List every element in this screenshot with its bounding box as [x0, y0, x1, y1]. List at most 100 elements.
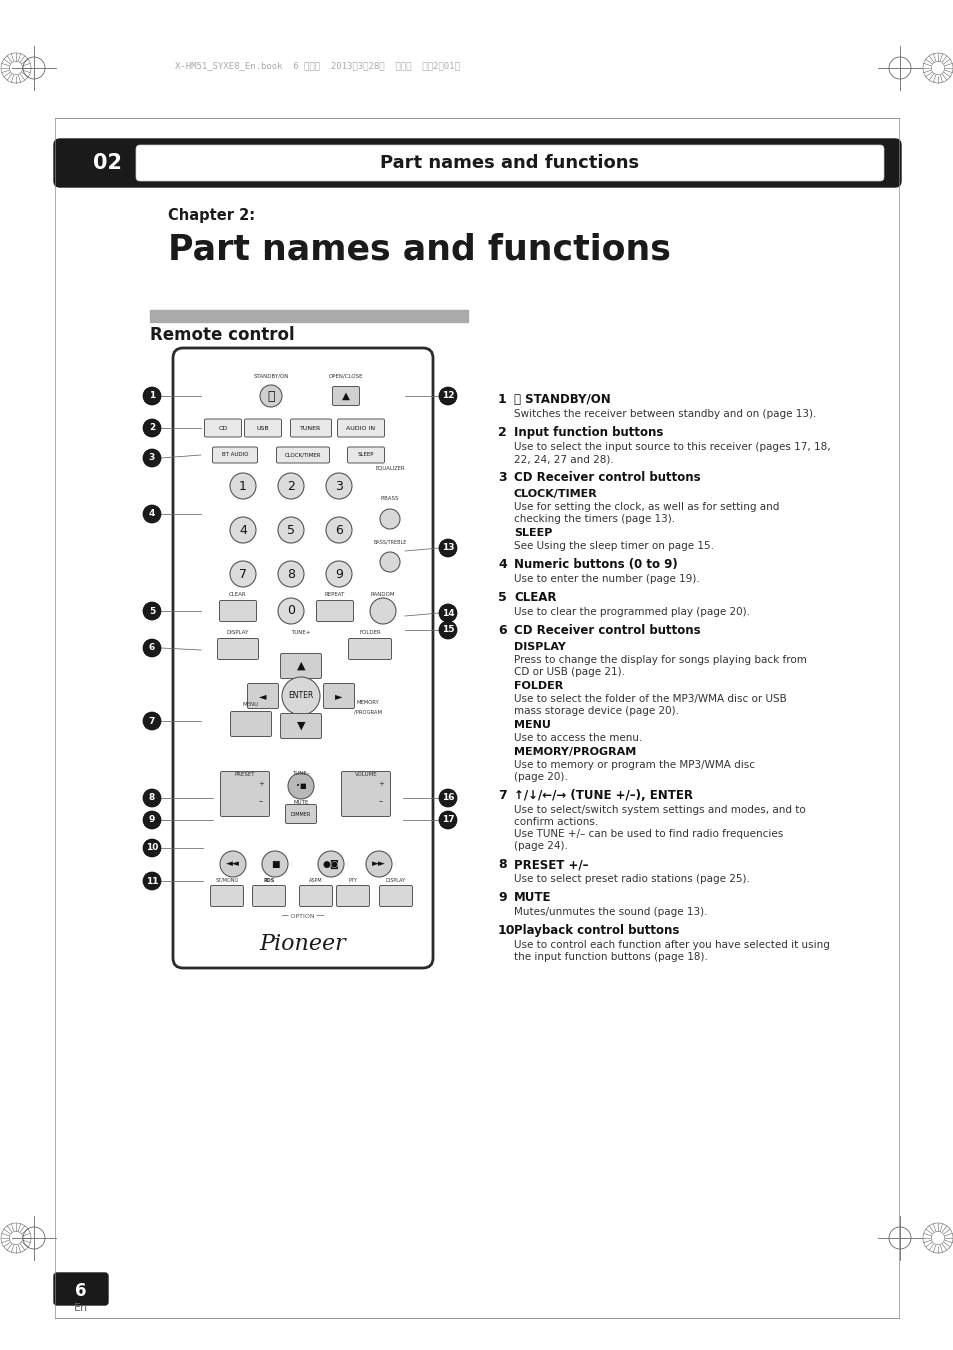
Text: MENU: MENU: [243, 702, 259, 707]
FancyBboxPatch shape: [285, 805, 316, 823]
Text: 9: 9: [335, 567, 342, 580]
Circle shape: [438, 788, 456, 807]
Circle shape: [366, 850, 392, 878]
Text: MEMORY/PROGRAM: MEMORY/PROGRAM: [514, 747, 636, 757]
Text: 14: 14: [441, 609, 454, 617]
Text: Playback control buttons: Playback control buttons: [514, 923, 679, 937]
Text: 1: 1: [149, 392, 155, 401]
Circle shape: [288, 774, 314, 799]
FancyBboxPatch shape: [217, 639, 258, 660]
Text: STANDBY/ON: STANDBY/ON: [253, 374, 289, 379]
Text: 4: 4: [149, 509, 155, 518]
Text: 16: 16: [441, 794, 454, 802]
Text: ASPM: ASPM: [309, 878, 322, 883]
Text: 2: 2: [149, 424, 155, 432]
Text: CD Receiver control buttons: CD Receiver control buttons: [514, 471, 700, 485]
FancyBboxPatch shape: [204, 418, 241, 437]
Text: Use to access the menu.: Use to access the menu.: [514, 733, 641, 743]
Text: Use to select preset radio stations (page 25).: Use to select preset radio stations (pag…: [514, 873, 749, 884]
Text: ►►: ►►: [372, 860, 385, 868]
FancyBboxPatch shape: [333, 386, 359, 405]
FancyBboxPatch shape: [211, 886, 243, 906]
Circle shape: [438, 621, 456, 639]
Circle shape: [282, 676, 319, 716]
Text: Use to select the input source to this receiver (pages 17, 18,: Use to select the input source to this r…: [514, 441, 830, 452]
Text: 10: 10: [146, 844, 158, 852]
Text: 6: 6: [335, 524, 342, 536]
Text: MUTE: MUTE: [294, 801, 309, 805]
Text: BT AUDIO: BT AUDIO: [221, 452, 248, 458]
FancyBboxPatch shape: [213, 447, 257, 463]
Circle shape: [230, 517, 255, 543]
Text: (page 20).: (page 20).: [514, 772, 567, 782]
Text: AUDIO IN: AUDIO IN: [346, 425, 375, 431]
Text: SLEEP: SLEEP: [514, 528, 552, 539]
Circle shape: [143, 418, 161, 437]
Text: ●◙: ●◙: [322, 860, 339, 868]
Text: ◄: ◄: [259, 691, 267, 701]
Text: ►: ►: [335, 691, 342, 701]
Text: BASS/TREBLE: BASS/TREBLE: [373, 539, 406, 544]
Text: Mutes/unmutes the sound (page 13).: Mutes/unmutes the sound (page 13).: [514, 907, 707, 917]
Text: Pioneer: Pioneer: [259, 933, 346, 954]
FancyBboxPatch shape: [54, 139, 900, 188]
Text: PRESET +/–: PRESET +/–: [514, 859, 588, 871]
Circle shape: [220, 850, 246, 878]
Text: DISPLAY: DISPLAY: [386, 878, 406, 883]
FancyBboxPatch shape: [54, 1273, 108, 1305]
Text: DISPLAY: DISPLAY: [514, 643, 565, 652]
FancyBboxPatch shape: [276, 447, 329, 463]
Text: 5: 5: [149, 606, 155, 616]
FancyBboxPatch shape: [337, 418, 384, 437]
Text: 22, 24, 27 and 28).: 22, 24, 27 and 28).: [514, 454, 613, 464]
Text: PTY: PTY: [348, 878, 357, 883]
Text: 3: 3: [149, 454, 155, 463]
Circle shape: [438, 539, 456, 558]
Text: SLEEP: SLEEP: [357, 452, 374, 458]
Text: ▲: ▲: [296, 662, 305, 671]
Text: CLOCK/TIMER: CLOCK/TIMER: [284, 452, 321, 458]
Text: 17: 17: [441, 815, 454, 825]
Text: 6: 6: [497, 624, 506, 637]
FancyBboxPatch shape: [280, 714, 321, 738]
Circle shape: [143, 811, 161, 829]
Text: Part names and functions: Part names and functions: [168, 234, 670, 267]
Text: the input function buttons (page 18).: the input function buttons (page 18).: [514, 952, 707, 963]
Text: Press to change the display for songs playing back from: Press to change the display for songs pl…: [514, 655, 806, 666]
FancyBboxPatch shape: [253, 886, 285, 906]
FancyBboxPatch shape: [323, 683, 355, 709]
Text: OPEN/CLOSE: OPEN/CLOSE: [329, 374, 363, 379]
Text: +: +: [258, 782, 264, 787]
Text: DIMMER: DIMMER: [291, 811, 311, 817]
Text: confirm actions.: confirm actions.: [514, 817, 598, 828]
FancyBboxPatch shape: [280, 653, 321, 679]
Text: 1: 1: [497, 393, 506, 406]
Text: –: –: [258, 796, 263, 806]
Text: 15: 15: [441, 625, 454, 634]
Circle shape: [260, 385, 282, 406]
FancyBboxPatch shape: [341, 771, 390, 817]
Text: 13: 13: [441, 544, 454, 552]
Text: mass storage device (page 20).: mass storage device (page 20).: [514, 706, 679, 716]
Circle shape: [143, 602, 161, 620]
Text: Use to enter the number (page 19).: Use to enter the number (page 19).: [514, 574, 699, 585]
Text: ENTER: ENTER: [288, 691, 314, 701]
Text: 2: 2: [497, 427, 506, 439]
Text: Use to clear the programmed play (page 20).: Use to clear the programmed play (page 2…: [514, 608, 749, 617]
Text: 9: 9: [149, 815, 155, 825]
Circle shape: [262, 850, 288, 878]
FancyBboxPatch shape: [336, 886, 369, 906]
Text: 11: 11: [146, 876, 158, 886]
FancyBboxPatch shape: [379, 886, 412, 906]
Text: ── OPTION ──: ── OPTION ──: [281, 914, 324, 919]
Text: CLEAR: CLEAR: [229, 593, 247, 597]
FancyBboxPatch shape: [231, 711, 272, 737]
FancyBboxPatch shape: [291, 418, 331, 437]
Text: REPEAT: REPEAT: [324, 593, 345, 597]
Circle shape: [326, 517, 352, 543]
Text: 5: 5: [497, 591, 506, 603]
Circle shape: [143, 505, 161, 522]
FancyBboxPatch shape: [247, 683, 278, 709]
Text: 4: 4: [239, 524, 247, 536]
Circle shape: [438, 603, 456, 622]
